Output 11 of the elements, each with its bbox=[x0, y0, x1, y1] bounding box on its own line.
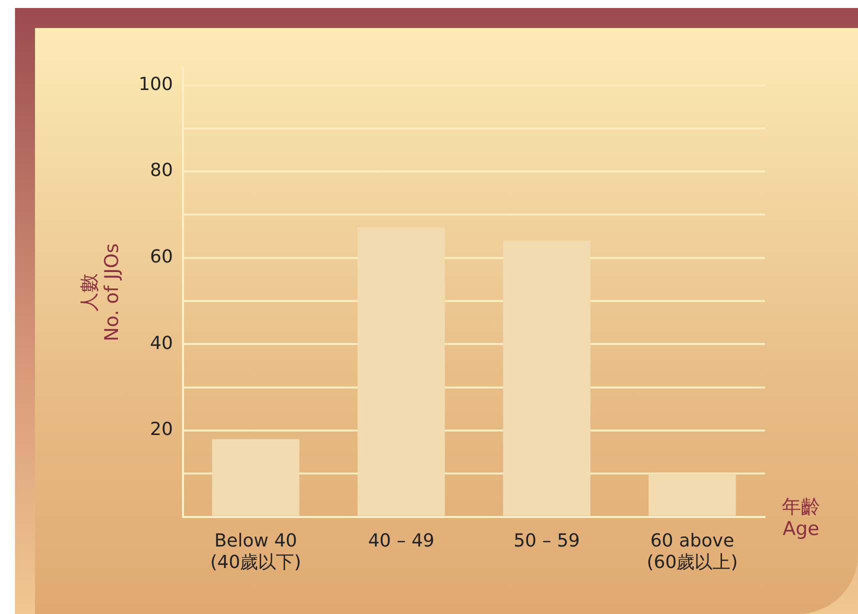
y-tick-label: 20 bbox=[150, 419, 173, 440]
y-tick-label: 60 bbox=[150, 246, 173, 268]
x-tick-label: Below 40 (40歲以下) bbox=[210, 530, 302, 573]
x-tick-label: 50 – 59 bbox=[514, 530, 580, 552]
x-tick-label: 60 above (60歲以上) bbox=[646, 530, 738, 573]
x-tick-label: 40 – 49 bbox=[368, 530, 434, 552]
y-tick-label: 80 bbox=[150, 160, 173, 182]
y-tick-label: 100 bbox=[138, 74, 173, 95]
x-axis-title: 年齡 Age bbox=[782, 496, 820, 540]
y-tick-label: 40 bbox=[150, 332, 173, 354]
y-axis-title: 人數 No. of JJOs bbox=[78, 243, 124, 342]
